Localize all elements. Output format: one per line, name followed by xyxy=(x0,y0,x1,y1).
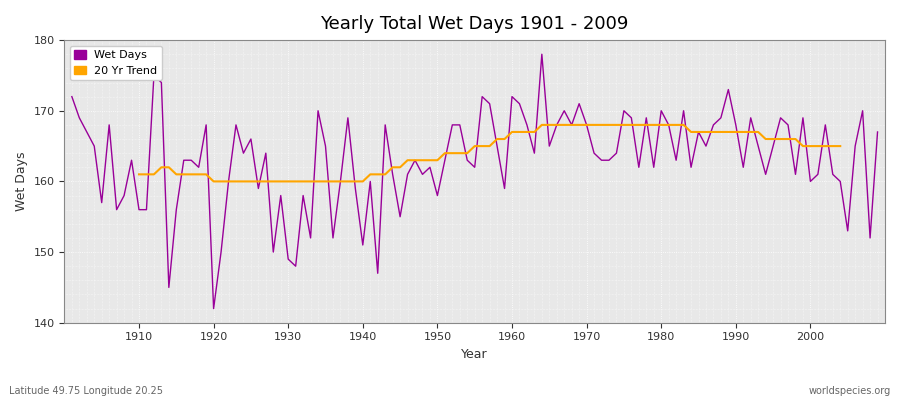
Text: Latitude 49.75 Longitude 20.25: Latitude 49.75 Longitude 20.25 xyxy=(9,386,163,396)
20 Yr Trend xyxy=(670,122,681,127)
Wet Days xyxy=(208,306,219,311)
Wet Days xyxy=(298,193,309,198)
Text: worldspecies.org: worldspecies.org xyxy=(809,386,891,396)
20 Yr Trend xyxy=(164,165,175,170)
Title: Yearly Total Wet Days 1901 - 2009: Yearly Total Wet Days 1901 - 2009 xyxy=(320,15,629,33)
Wet Days xyxy=(536,52,547,57)
Line: Wet Days: Wet Days xyxy=(72,54,878,308)
20 Yr Trend xyxy=(641,122,652,127)
20 Yr Trend xyxy=(835,144,846,148)
Line: 20 Yr Trend: 20 Yr Trend xyxy=(139,125,841,182)
20 Yr Trend xyxy=(536,122,547,127)
20 Yr Trend xyxy=(268,179,279,184)
20 Yr Trend xyxy=(208,179,219,184)
Wet Days xyxy=(611,151,622,156)
Wet Days xyxy=(514,101,525,106)
Wet Days xyxy=(507,94,517,99)
X-axis label: Year: Year xyxy=(462,348,488,361)
Legend: Wet Days, 20 Yr Trend: Wet Days, 20 Yr Trend xyxy=(70,46,162,80)
Wet Days xyxy=(126,158,137,163)
20 Yr Trend xyxy=(133,172,144,177)
20 Yr Trend xyxy=(663,122,674,127)
20 Yr Trend xyxy=(626,122,637,127)
Wet Days xyxy=(67,94,77,99)
Wet Days xyxy=(872,130,883,134)
Y-axis label: Wet Days: Wet Days xyxy=(15,152,28,211)
Wet Days xyxy=(343,116,354,120)
